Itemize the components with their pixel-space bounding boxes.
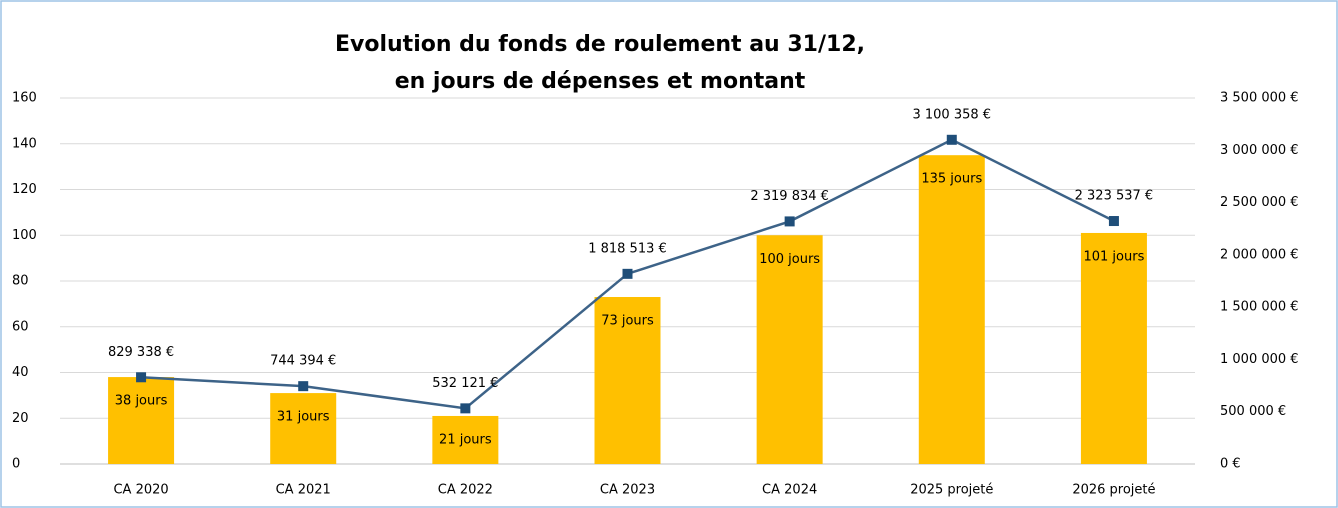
- line-label: 744 394 €: [270, 354, 336, 369]
- line-label: 2 319 834 €: [750, 189, 829, 204]
- y-tick-label: 40: [12, 365, 29, 380]
- y2-tick-label: 3 000 000 €: [1220, 143, 1299, 158]
- y-tick-label: 20: [12, 411, 29, 426]
- bar: [756, 235, 823, 464]
- y-tick-label: 120: [12, 182, 37, 197]
- bar: [594, 297, 661, 464]
- x-tick-label: CA 2021: [276, 483, 331, 498]
- x-tick-label: CA 2022: [438, 483, 493, 498]
- bar-label: 73 jours: [601, 314, 654, 329]
- bar: [918, 155, 985, 464]
- chart-title: en jours de dépenses et montant: [395, 69, 806, 94]
- y-tick-label: 80: [12, 274, 29, 289]
- y-tick-label: 0: [12, 457, 20, 472]
- line-label: 2 323 537 €: [1075, 189, 1154, 204]
- bar-label: 21 jours: [439, 432, 492, 447]
- chart-title: Evolution du fonds de roulement au 31/12…: [335, 32, 865, 57]
- y-tick-label: 100: [12, 228, 37, 243]
- line-marker: [784, 216, 795, 227]
- line-marker: [622, 268, 633, 279]
- x-tick-label: CA 2020: [113, 483, 168, 498]
- y2-tick-label: 1 500 000 €: [1220, 300, 1299, 315]
- line-marker: [946, 134, 957, 145]
- y-tick-label: 60: [12, 319, 29, 334]
- line-label: 3 100 358 €: [912, 107, 991, 122]
- y2-tick-label: 3 500 000 €: [1220, 91, 1299, 106]
- bar: [270, 393, 337, 464]
- line-marker: [1108, 216, 1119, 227]
- y2-tick-label: 500 000 €: [1220, 404, 1286, 419]
- bar-label: 101 jours: [1083, 249, 1144, 264]
- bar: [108, 377, 175, 464]
- x-tick-label: 2026 projeté: [1072, 483, 1155, 498]
- bar-label: 100 jours: [759, 252, 820, 267]
- bar: [432, 415, 499, 464]
- bar: [1080, 232, 1147, 464]
- line-marker: [136, 372, 147, 383]
- bar-label: 135 jours: [921, 172, 982, 187]
- line-marker: [460, 403, 471, 414]
- y2-tick-label: 2 500 000 €: [1220, 195, 1299, 210]
- y2-tick-label: 2 000 000 €: [1220, 247, 1299, 262]
- x-tick-label: CA 2024: [762, 483, 817, 498]
- y-tick-label: 160: [12, 91, 37, 106]
- line-label: 1 818 513 €: [588, 241, 667, 256]
- x-tick-label: CA 2023: [600, 483, 655, 498]
- line-marker: [298, 381, 309, 392]
- line-label: 532 121 €: [432, 376, 498, 391]
- bar-label: 31 jours: [277, 410, 330, 425]
- x-tick-label: 2025 projeté: [910, 483, 993, 498]
- line-label: 829 338 €: [108, 345, 174, 360]
- y2-tick-label: 1 000 000 €: [1220, 352, 1299, 367]
- y-tick-label: 140: [12, 136, 37, 151]
- bar-label: 38 jours: [115, 394, 168, 409]
- y2-tick-label: 0 €: [1220, 457, 1241, 472]
